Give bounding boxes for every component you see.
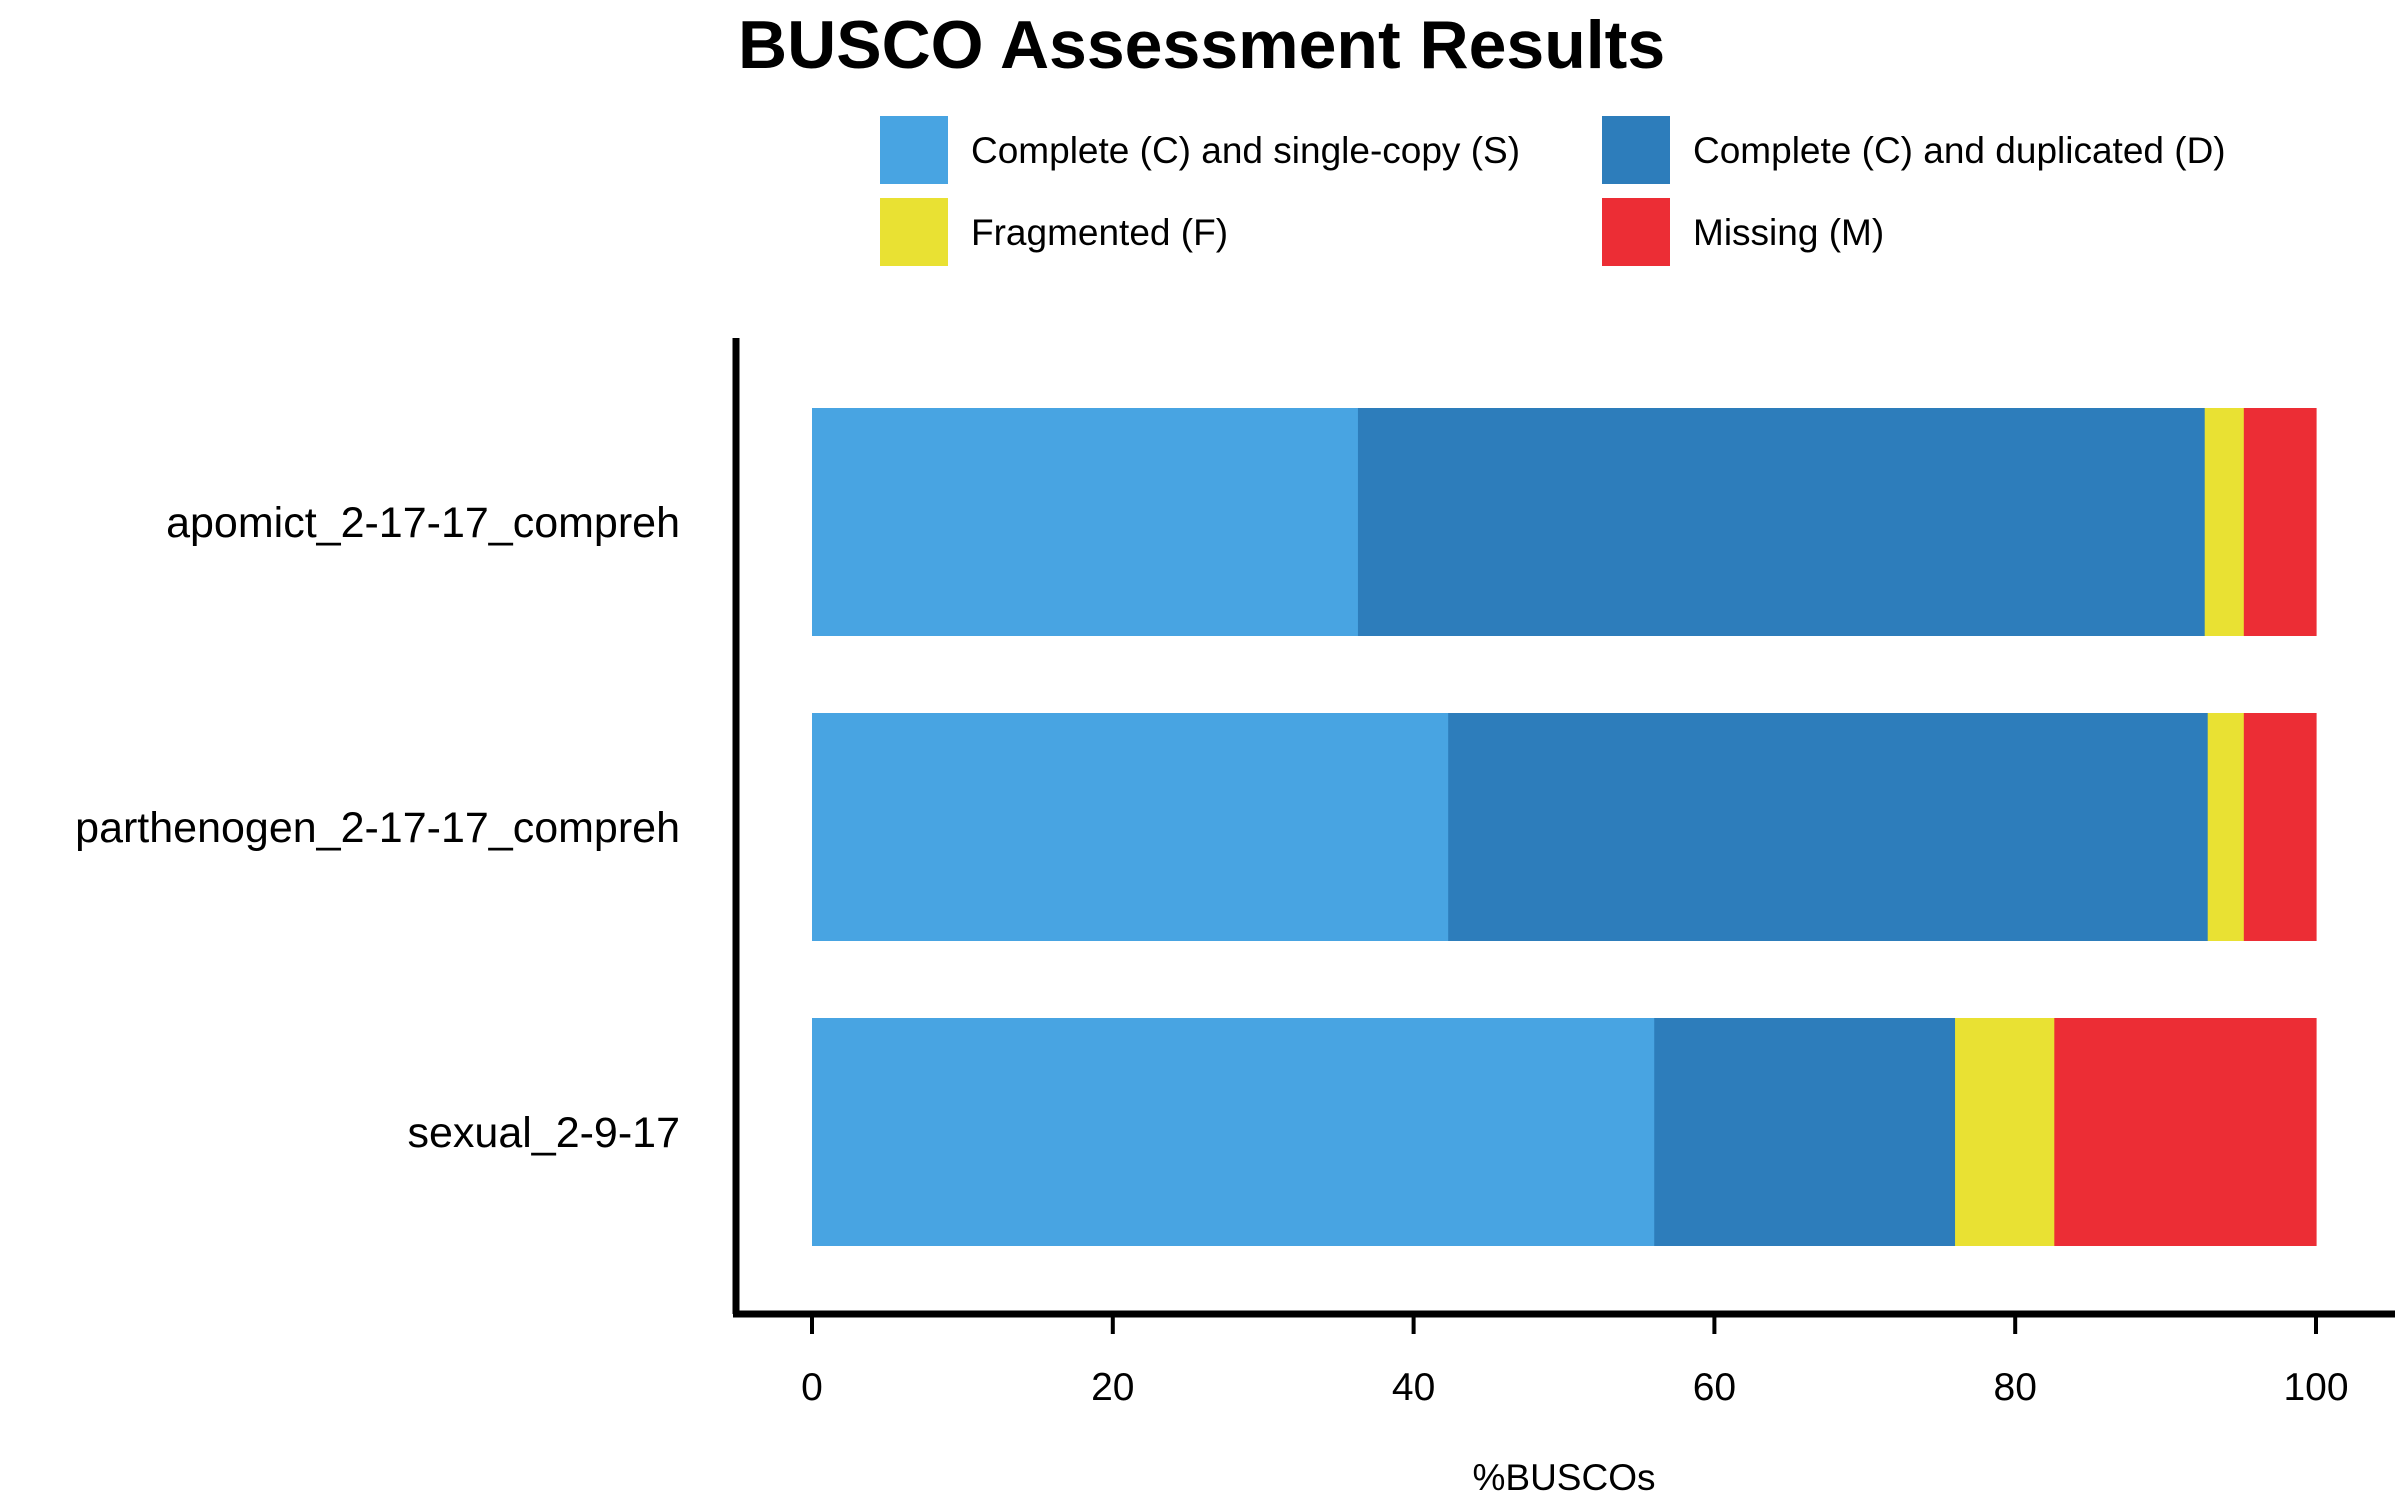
legend: Complete (C) and single-copy (S) Complete… [880, 116, 2226, 266]
legend-label: Fragmented (F) [971, 212, 1228, 253]
legend-swatch [1602, 198, 1670, 266]
bar-segment-complete-c-and-single-copy-s [812, 1018, 1655, 1246]
bar-segment-missing-m [2243, 408, 2317, 636]
bar-segment-missing-m [2054, 1018, 2317, 1246]
x-tick-label: 80 [1994, 1366, 2037, 1409]
legend-item-complete-c-and-duplicated-d: Complete (C) and duplicated (D) [1602, 116, 2226, 184]
bar-segment-complete-c-and-duplicated-d [1448, 713, 2209, 941]
plot-bars [812, 408, 2317, 1246]
x-tick-label: 20 [1091, 1366, 1134, 1409]
legend-label: Missing (M) [1693, 212, 1884, 253]
bar-group-sexual-2-9-17 [812, 1018, 2317, 1246]
bar-segment-complete-c-and-single-copy-s [812, 408, 1359, 636]
x-axis-title: %BUSCOs [1473, 1457, 1656, 1498]
x-tick-label: 100 [2283, 1366, 2348, 1409]
legend-item-missing-m: Missing (M) [1602, 198, 1884, 266]
legend-item-complete-c-and-single-copy-s: Complete (C) and single-copy (S) [880, 116, 1520, 184]
bar-segment-fragmented-f [1955, 1018, 2055, 1246]
bar-segment-fragmented-f [2204, 408, 2245, 636]
legend-swatch [880, 116, 948, 184]
x-tick-label: 0 [801, 1366, 823, 1409]
legend-swatch [1602, 116, 1670, 184]
category-label: parthenogen_2-17-17_compreh [75, 804, 680, 852]
bar-segment-complete-c-and-duplicated-d [1357, 408, 2206, 636]
bar-segment-missing-m [2243, 713, 2317, 941]
x-axis-ticks: 0 20 40 60 80 100 [801, 1314, 2349, 1409]
bar-segment-complete-c-and-single-copy-s [812, 713, 1449, 941]
legend-label: Complete (C) and single-copy (S) [971, 130, 1520, 171]
chart-title: BUSCO Assessment Results [738, 7, 1665, 83]
bar-segment-complete-c-and-duplicated-d [1654, 1018, 1956, 1246]
category-labels: apomict_2-17-17_compreh parthenogen_2-17-… [75, 499, 680, 1157]
legend-label: Complete (C) and duplicated (D) [1693, 130, 2226, 171]
category-label: apomict_2-17-17_compreh [166, 499, 680, 547]
bar-group-parthenogen-2-17-17-compreh [812, 713, 2317, 941]
bar-group-apomict-2-17-17-compreh [812, 408, 2317, 636]
x-tick-label: 40 [1392, 1366, 1435, 1409]
x-tick-label: 60 [1693, 1366, 1736, 1409]
legend-item-fragmented-f: Fragmented (F) [880, 198, 1228, 266]
legend-swatch [880, 198, 948, 266]
category-label: sexual_2-9-17 [407, 1109, 680, 1157]
bar-segment-fragmented-f [2207, 713, 2245, 941]
